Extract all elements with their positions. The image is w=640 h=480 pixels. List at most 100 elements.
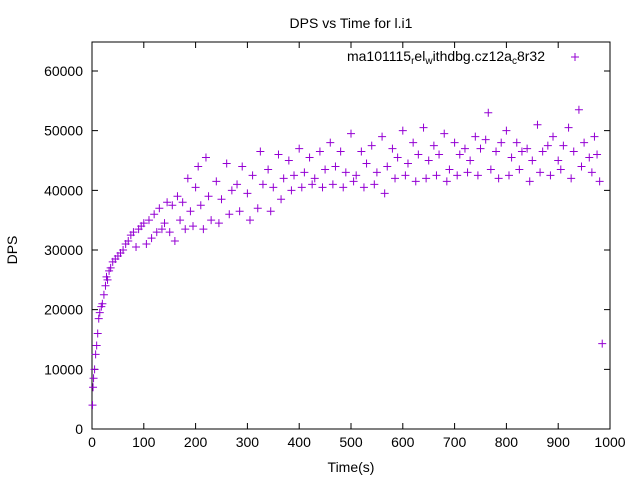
data-point xyxy=(227,186,236,195)
data-point xyxy=(201,153,210,162)
data-point xyxy=(445,165,454,174)
data-point xyxy=(378,132,387,141)
data-point xyxy=(318,183,327,192)
data-point xyxy=(559,141,568,150)
y-tick-label: 10000 xyxy=(44,361,83,377)
data-point xyxy=(357,147,366,156)
data-point xyxy=(536,168,545,177)
data-point xyxy=(595,177,604,186)
data-point xyxy=(569,147,578,156)
data-point xyxy=(455,150,464,159)
data-point xyxy=(372,168,381,177)
data-point xyxy=(90,365,99,374)
data-point xyxy=(89,383,98,392)
data-point xyxy=(144,216,153,225)
y-axis-label: DPS xyxy=(4,236,20,265)
data-point xyxy=(176,216,185,225)
data-point xyxy=(183,174,192,183)
data-point xyxy=(556,165,565,174)
data-point xyxy=(147,234,156,243)
data-point xyxy=(256,147,265,156)
data-point xyxy=(93,329,102,338)
data-point xyxy=(476,144,485,153)
data-point xyxy=(403,159,412,168)
data-point xyxy=(238,162,247,171)
data-point xyxy=(214,219,223,228)
x-tick-label: 400 xyxy=(288,434,312,450)
data-point xyxy=(466,156,475,165)
data-point xyxy=(598,339,607,348)
data-point xyxy=(150,210,159,219)
data-point xyxy=(460,144,469,153)
data-point xyxy=(528,156,537,165)
data-point xyxy=(409,138,418,147)
data-point xyxy=(155,204,164,213)
data-point xyxy=(94,314,103,323)
data-point xyxy=(88,401,97,410)
y-tick-label: 20000 xyxy=(44,302,83,318)
data-point xyxy=(279,174,288,183)
y-tick-label: 30000 xyxy=(44,242,83,258)
data-point xyxy=(225,210,234,219)
legend: ma101115relwithdbg.cz12ac8r32 xyxy=(347,48,579,67)
x-tick-label: 800 xyxy=(495,434,519,450)
data-point xyxy=(274,150,283,159)
legend-marker-plus xyxy=(571,53,579,61)
data-point xyxy=(367,141,376,150)
data-point xyxy=(533,120,542,129)
data-point xyxy=(287,186,296,195)
data-point xyxy=(359,183,368,192)
data-point xyxy=(310,174,319,183)
data-point xyxy=(297,183,306,192)
data-point xyxy=(481,135,490,144)
data-point xyxy=(435,150,444,159)
data-point xyxy=(207,216,216,225)
data-point xyxy=(173,192,182,201)
data-point xyxy=(352,171,361,180)
data-point xyxy=(181,225,190,234)
x-tick-label: 300 xyxy=(236,434,260,450)
data-point xyxy=(564,123,573,132)
data-point xyxy=(549,132,558,141)
data-point xyxy=(484,108,493,117)
data-point xyxy=(331,162,340,171)
data-point xyxy=(129,228,138,237)
data-point xyxy=(186,207,195,216)
data-point xyxy=(429,141,438,150)
data-point xyxy=(152,228,161,237)
data-point xyxy=(295,144,304,153)
data-point xyxy=(383,162,392,171)
data-point xyxy=(414,150,423,159)
data-point xyxy=(577,162,586,171)
data-point xyxy=(245,216,254,225)
data-point xyxy=(380,189,389,198)
data-point xyxy=(512,138,521,147)
data-point xyxy=(170,237,179,246)
series-points xyxy=(88,105,607,410)
data-point xyxy=(453,171,462,180)
data-point xyxy=(163,198,172,207)
data-point xyxy=(336,147,345,156)
data-point xyxy=(502,126,511,135)
data-point xyxy=(119,246,128,254)
data-point xyxy=(308,180,317,189)
data-point xyxy=(233,180,242,189)
data-point xyxy=(315,147,324,156)
data-point xyxy=(440,129,449,138)
data-point xyxy=(401,171,410,180)
data-point xyxy=(419,123,428,132)
data-point xyxy=(212,177,221,186)
data-point xyxy=(95,308,104,317)
data-point xyxy=(471,132,480,141)
data-point xyxy=(266,207,275,216)
data-point xyxy=(305,153,314,162)
data-point xyxy=(290,171,299,180)
data-point xyxy=(504,171,513,180)
data-point xyxy=(165,228,174,237)
data-point xyxy=(523,144,532,153)
x-tick-label: 600 xyxy=(391,434,415,450)
data-point xyxy=(546,171,555,180)
data-point xyxy=(92,341,101,350)
data-point xyxy=(574,105,583,114)
